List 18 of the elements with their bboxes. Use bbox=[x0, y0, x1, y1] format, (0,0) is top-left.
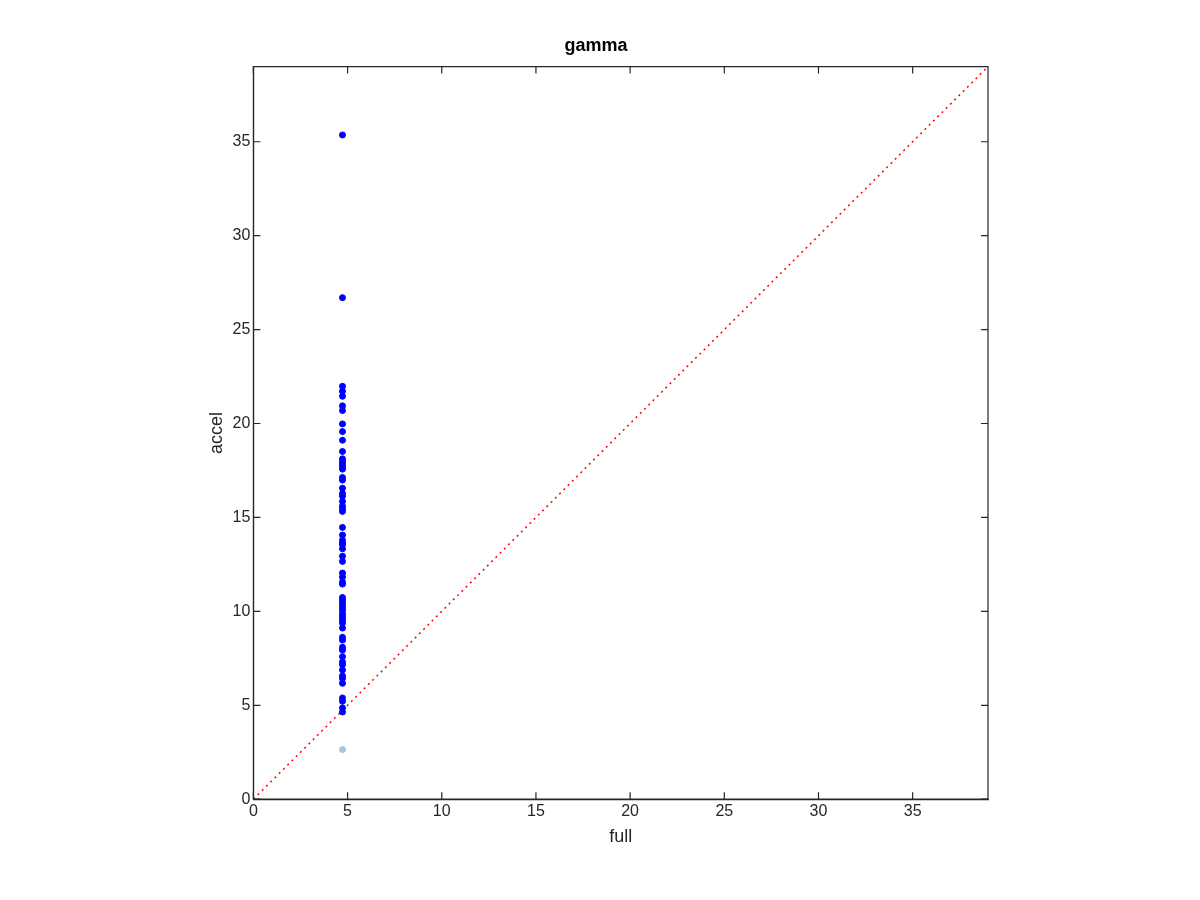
y-tick-label: 25 bbox=[232, 319, 251, 337]
y-tick-label: 30 bbox=[232, 226, 251, 244]
x-tick-label: 15 bbox=[527, 802, 545, 820]
x-tick-label: 10 bbox=[432, 802, 451, 820]
x-axis-title: full bbox=[609, 826, 633, 847]
y-axis-title: accel bbox=[205, 411, 226, 454]
y-tick-label: 0 bbox=[241, 789, 251, 807]
chart-title: gamma bbox=[564, 34, 629, 55]
y-tick-label: 10 bbox=[232, 601, 251, 619]
x-tick-label: 30 bbox=[809, 802, 828, 820]
x-tick-label: 25 bbox=[715, 802, 734, 820]
y-tick-label: 15 bbox=[232, 507, 251, 525]
x-tick-label: 20 bbox=[621, 802, 640, 820]
y-tick-label: 35 bbox=[232, 132, 251, 150]
y-tick-label: 20 bbox=[232, 413, 251, 431]
y-tick-label: 5 bbox=[241, 695, 251, 713]
x-tick-label: 5 bbox=[343, 802, 353, 820]
x-tick-label: 35 bbox=[903, 802, 922, 820]
